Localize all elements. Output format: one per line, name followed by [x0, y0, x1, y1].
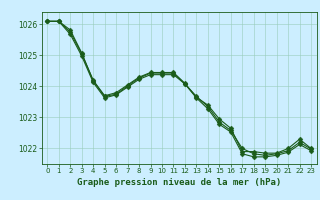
X-axis label: Graphe pression niveau de la mer (hPa): Graphe pression niveau de la mer (hPa) [77, 178, 281, 187]
